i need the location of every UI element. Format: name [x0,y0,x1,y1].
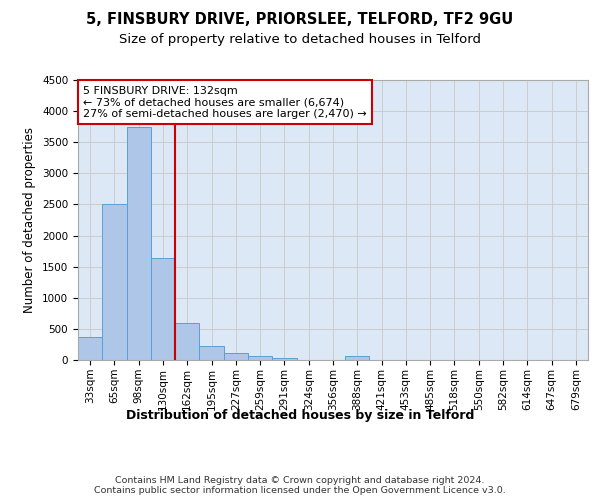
Text: Size of property relative to detached houses in Telford: Size of property relative to detached ho… [119,32,481,46]
Bar [199,346,224,360]
Bar [175,324,199,360]
Bar [151,258,175,360]
Text: 5 FINSBURY DRIVE: 132sqm
← 73% of detached houses are smaller (6,674)
27% of sem: 5 FINSBURY DRIVE: 132sqm ← 73% of detach… [83,86,367,119]
Bar [345,356,370,360]
Bar [78,337,102,360]
Bar [102,204,127,360]
Text: Distribution of detached houses by size in Telford: Distribution of detached houses by size … [126,410,474,422]
Bar [127,126,151,360]
Text: 5, FINSBURY DRIVE, PRIORSLEE, TELFORD, TF2 9GU: 5, FINSBURY DRIVE, PRIORSLEE, TELFORD, T… [86,12,514,28]
Bar [224,354,248,360]
Bar [272,358,296,360]
Bar [248,356,272,360]
Text: Contains HM Land Registry data © Crown copyright and database right 2024.
Contai: Contains HM Land Registry data © Crown c… [94,476,506,495]
Y-axis label: Number of detached properties: Number of detached properties [23,127,37,313]
